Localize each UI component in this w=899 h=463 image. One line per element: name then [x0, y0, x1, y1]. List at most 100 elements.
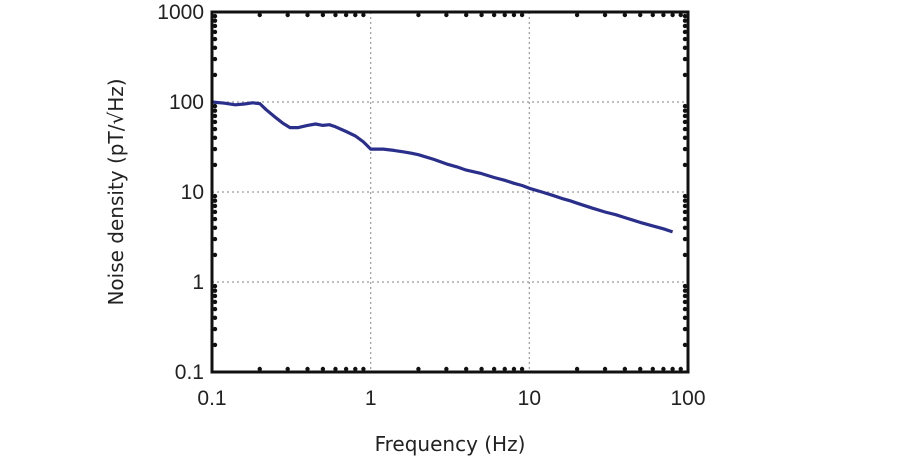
x-minor-tick	[320, 366, 326, 372]
x-minor-tick	[285, 366, 290, 372]
x-minor-tick	[661, 12, 666, 18]
x-minor-tick	[257, 366, 262, 372]
y-minor-tick	[682, 18, 688, 23]
x-minor-tick	[343, 366, 349, 372]
y-minor-tick	[212, 135, 218, 141]
y-minor-tick	[682, 56, 688, 62]
y-minor-tick	[682, 146, 688, 152]
x-minor-tick	[511, 12, 517, 18]
x-minor-tick	[333, 366, 338, 372]
grid-lines	[212, 12, 688, 372]
y-minor-tick	[212, 216, 218, 222]
x-minor-tick	[650, 12, 655, 18]
y-minor-tick	[212, 119, 218, 125]
y-minor-tick	[682, 45, 688, 51]
y-minor-tick	[682, 209, 688, 215]
y-minor-tick	[682, 126, 688, 132]
y-minor-tick	[682, 288, 688, 293]
y-minor-tick	[212, 113, 218, 119]
y-minor-tick	[212, 252, 218, 258]
y-minor-tick	[682, 135, 688, 141]
y-minor-tick	[682, 36, 688, 42]
y-minor-tick	[212, 306, 218, 312]
y-minor-tick	[682, 108, 688, 113]
y-minor-tick	[212, 103, 218, 109]
y-minor-tick	[212, 225, 218, 231]
x-minor-tick	[491, 366, 497, 372]
y-minor-tick	[212, 283, 218, 289]
y-minor-tick	[212, 203, 218, 209]
x-minor-tick	[638, 12, 643, 18]
x-minor-tick	[602, 12, 608, 18]
y-minor-tick	[212, 56, 218, 62]
x-minor-tick	[638, 366, 643, 372]
y-tick-label: 1000	[157, 1, 204, 24]
x-tick-labels: 0.1 1 10 100	[197, 387, 705, 410]
x-minor-tick	[305, 12, 310, 18]
x-tick-label: 100	[670, 387, 705, 410]
y-minor-tick	[682, 236, 688, 242]
y-minor-tick	[212, 146, 218, 152]
y-minor-tick	[682, 225, 688, 231]
x-minor-tick	[678, 12, 683, 18]
y-minor-tick	[212, 72, 218, 78]
x-minor-tick	[502, 366, 507, 372]
y-minor-tick	[682, 113, 688, 119]
minor-tick-marks	[212, 12, 688, 372]
y-minor-tick	[682, 293, 688, 299]
x-minor-tick	[444, 12, 449, 18]
y-minor-tick	[682, 119, 688, 125]
y-minor-tick	[212, 13, 218, 19]
y-minor-tick	[212, 36, 218, 42]
y-minor-tick	[682, 283, 688, 289]
y-minor-tick	[682, 103, 688, 109]
x-minor-tick	[502, 12, 507, 18]
x-minor-tick	[519, 12, 525, 18]
x-minor-tick	[305, 366, 310, 372]
x-minor-tick	[353, 366, 358, 372]
y-minor-tick	[212, 293, 218, 299]
y-minor-tick	[212, 209, 218, 215]
x-minor-tick	[622, 366, 628, 372]
y-minor-tick	[212, 342, 218, 348]
y-tick-label: 0.1	[175, 361, 204, 384]
y-minor-tick	[212, 23, 218, 29]
x-minor-tick	[320, 12, 326, 18]
x-minor-tick	[678, 366, 683, 372]
noise-density-series-line	[211, 100, 674, 234]
x-minor-tick	[670, 366, 675, 372]
x-minor-tick	[602, 366, 608, 372]
y-tick-label: 100	[169, 91, 204, 114]
x-tick-label: 1	[365, 387, 377, 410]
y-minor-tick	[682, 306, 688, 312]
y-axis-title: Noise density (pT/√Hz)	[104, 78, 128, 305]
y-minor-tick	[682, 252, 688, 258]
y-tick-label: 10	[181, 181, 204, 204]
y-tick-label: 1	[192, 271, 204, 294]
y-minor-tick	[682, 315, 688, 321]
x-minor-tick	[257, 12, 262, 18]
y-tick-labels: 0.1 1 10 100 1000	[157, 1, 204, 384]
y-minor-tick	[682, 198, 688, 203]
y-minor-tick	[682, 162, 688, 168]
x-minor-tick	[479, 12, 484, 18]
y-minor-tick	[682, 72, 688, 78]
y-minor-tick	[212, 326, 218, 332]
x-minor-tick	[416, 366, 421, 372]
y-minor-tick	[212, 193, 218, 199]
x-minor-tick	[622, 12, 628, 18]
y-minor-tick	[682, 326, 688, 332]
y-minor-tick	[212, 288, 218, 293]
y-minor-tick	[682, 13, 688, 19]
y-minor-tick	[212, 126, 218, 132]
y-minor-tick	[682, 29, 688, 35]
y-minor-tick	[682, 216, 688, 222]
y-minor-tick	[682, 23, 688, 29]
y-minor-tick	[682, 342, 688, 348]
y-minor-tick	[682, 299, 688, 305]
x-minor-tick	[463, 12, 469, 18]
x-minor-tick	[519, 366, 525, 372]
x-axis-title: Frequency (Hz)	[375, 432, 526, 456]
x-minor-tick	[444, 366, 449, 372]
x-minor-tick	[353, 12, 358, 18]
